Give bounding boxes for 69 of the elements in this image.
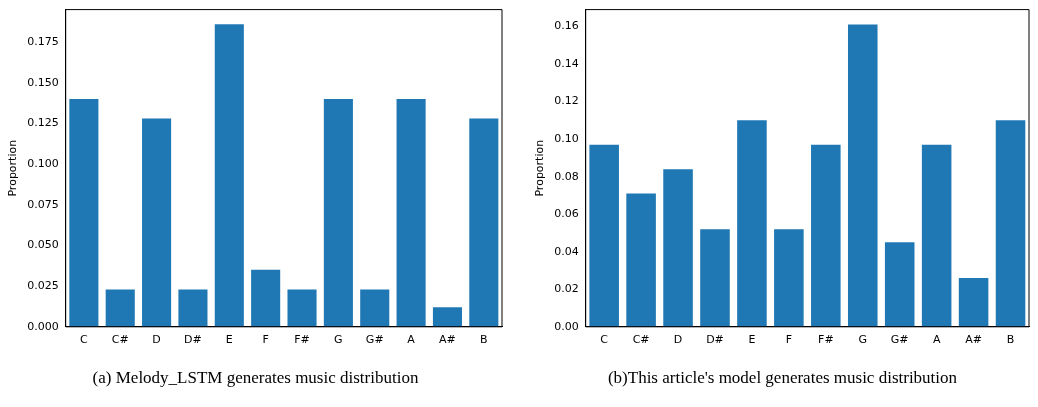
x-tick-label: B: [480, 333, 488, 347]
y-tick-label: 0.06: [554, 207, 579, 221]
text: (a) Melody_LSTM generates music distribution: [92, 368, 419, 388]
y-tick-label: 0.12: [554, 94, 579, 108]
y-tick-label: 0.14: [554, 56, 579, 70]
bar: [774, 229, 804, 327]
text: (b)This article's model generates music distribution: [607, 368, 958, 388]
x-tick-label: C#: [111, 333, 129, 347]
x-tick-label: A#: [965, 333, 982, 347]
x-tick-label: A: [932, 333, 941, 347]
x-tick-label: A: [407, 333, 416, 347]
x-tick-label: F: [785, 333, 793, 347]
x-tick-label: G#: [890, 333, 909, 347]
y-tick-label: 0.10: [554, 131, 579, 145]
x-tick-label: E: [225, 333, 233, 347]
bar: [432, 307, 463, 327]
bar: [69, 99, 99, 327]
bar: [847, 24, 878, 327]
y-tick-label: 0.16: [554, 19, 579, 33]
y-tick-label: 0.000: [27, 319, 59, 333]
bar: [396, 99, 426, 327]
bar: [469, 118, 499, 327]
x-tick-label: C: [80, 333, 89, 347]
bar: [995, 120, 1026, 327]
y-axis-title: Proportion: [533, 139, 547, 197]
x-tick-label: B: [1006, 333, 1015, 347]
bar: [737, 120, 767, 327]
x-tick-label: G: [334, 333, 343, 347]
y-axis-title: Proportion: [6, 139, 20, 197]
x-tick-label: F#: [818, 333, 834, 347]
y-tick-label: 0.125: [27, 116, 59, 130]
x-tick-label: G#: [365, 333, 384, 347]
x-tick-label: C#: [632, 333, 650, 347]
x-tick-label: D: [152, 333, 161, 347]
bar: [958, 278, 989, 327]
x-tick-label: A#: [439, 333, 456, 347]
x-tick-label: F: [262, 333, 269, 347]
y-tick-label: 0.02: [554, 282, 579, 296]
bar: [663, 169, 693, 327]
x-tick-label: C: [600, 333, 609, 347]
y-tick-label: 0.100: [27, 156, 59, 170]
x-tick-label: D#: [184, 333, 202, 347]
bar: [811, 144, 841, 327]
bar: [921, 144, 952, 327]
bar: [142, 118, 172, 327]
x-tick-label: D: [673, 333, 683, 347]
x-tick-label: E: [748, 333, 756, 347]
y-tick-label: 0.00: [554, 319, 579, 333]
bar: [214, 24, 244, 327]
y-tick-label: 0.150: [27, 75, 59, 89]
x-tick-label: D#: [706, 333, 724, 347]
y-tick-label: 0.050: [27, 238, 59, 252]
bar: [626, 193, 656, 327]
bar: [323, 99, 353, 327]
bar: [105, 289, 135, 327]
y-tick-label: 0.075: [27, 197, 59, 211]
x-tick-label: F#: [294, 333, 310, 347]
y-tick-label: 0.04: [554, 244, 579, 258]
bar: [589, 144, 619, 327]
y-tick-label: 0.025: [27, 278, 59, 292]
bar: [251, 269, 281, 327]
y-tick-label: 0.08: [554, 169, 579, 183]
y-tick-label: 0.175: [27, 34, 59, 48]
bar: [884, 242, 915, 327]
x-tick-label: G: [858, 333, 868, 347]
bar: [360, 289, 390, 327]
bar: [287, 289, 317, 327]
bar: [178, 289, 208, 327]
bar: [700, 229, 730, 327]
